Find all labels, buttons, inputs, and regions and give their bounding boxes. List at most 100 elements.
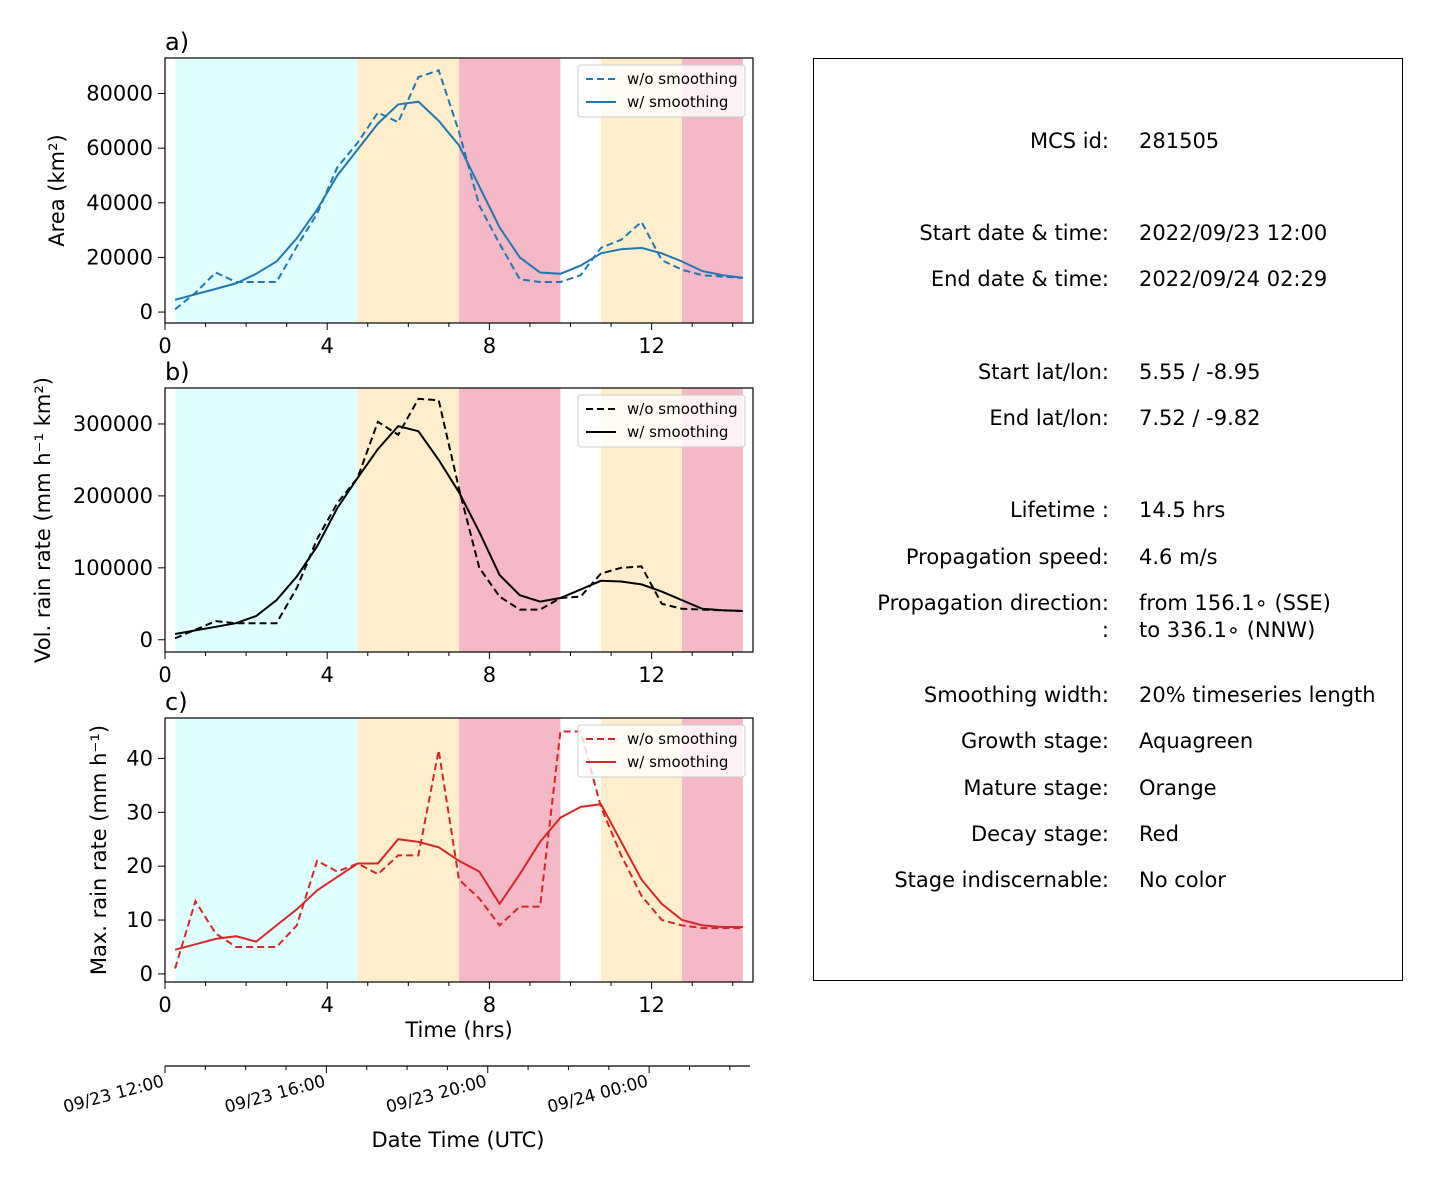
info-value: No color	[1139, 868, 1226, 892]
y-tick-label: 10	[126, 908, 153, 932]
legend-label: w/ smoothing	[627, 93, 728, 111]
x-tick-label: 12	[638, 334, 665, 358]
x-tick-label: 8	[483, 663, 496, 687]
x-axis-label: Time (hrs)	[404, 1018, 512, 1042]
legend-box	[577, 64, 746, 118]
x-tick-label: 4	[321, 334, 334, 358]
legend-label: w/o smoothing	[627, 400, 738, 418]
panel-label: b)	[165, 358, 190, 386]
y-tick-label: 200000	[73, 484, 153, 508]
x-tick-label: 0	[158, 334, 171, 358]
y-tick-label: 40000	[86, 191, 153, 215]
info-label: End lat/lon:	[989, 406, 1109, 430]
legend-label: w/o smoothing	[627, 730, 738, 748]
info-row: End lat/lon: 7.52 / -9.82	[814, 406, 1404, 436]
x-tick-label: 12	[638, 663, 665, 687]
date-tick-label: 09/23 12:00	[61, 1072, 166, 1118]
date-tick-label: 09/23 16:00	[223, 1072, 328, 1118]
y-tick-label: 0	[140, 628, 153, 652]
y-axis-label: Vol. rain rate (mm h⁻¹ km²)	[31, 377, 55, 663]
info-value: Orange	[1139, 776, 1217, 800]
info-label: Propagation direction:	[877, 591, 1109, 615]
legend-label: w/o smoothing	[627, 70, 738, 88]
date-tick-label: 09/24 00:00	[545, 1072, 650, 1118]
stage-band-growth	[175, 58, 358, 323]
info-row: Growth stage: Aquagreen	[814, 729, 1404, 759]
info-row: Propagation direction: from 156.1∘ (SSE)	[814, 591, 1404, 621]
y-tick-label: 40	[126, 746, 153, 770]
stage-band-mature	[357, 388, 459, 652]
y-tick-label: 60000	[86, 136, 153, 160]
y-tick-label: 0	[140, 962, 153, 986]
info-row: MCS id: 281505	[814, 129, 1404, 159]
info-value: 2022/09/23 12:00	[1139, 221, 1328, 245]
series-line-smoothed	[174, 424, 743, 635]
info-row: Decay stage: Red	[814, 822, 1404, 852]
stage-band-growth	[175, 718, 358, 982]
series-line-raw	[174, 69, 743, 311]
info-label: Stage indiscernable:	[894, 868, 1109, 892]
info-row: Propagation speed: 4.6 m/s	[814, 545, 1404, 575]
info-value: Aquagreen	[1139, 729, 1254, 753]
legend-label: w/ smoothing	[627, 423, 728, 441]
info-value: to 336.1∘ (NNW)	[1139, 618, 1316, 642]
stage-band-decay	[459, 718, 561, 982]
info-label: Mature stage:	[963, 776, 1109, 800]
series-line-smoothed	[174, 100, 744, 301]
info-row: Stage indiscernable: No color	[814, 868, 1404, 898]
y-tick-label: 300000	[73, 412, 153, 436]
info-row: Lifetime : 14.5 hrs	[814, 498, 1404, 528]
info-label: Propagation speed:	[905, 545, 1109, 569]
y-tick-label: 0	[140, 300, 153, 324]
x-tick-label: 0	[158, 993, 171, 1017]
info-row: Start lat/lon: 5.55 / -8.95	[814, 360, 1404, 390]
info-label: End date & time:	[930, 267, 1109, 291]
x-tick-label: 4	[321, 993, 334, 1017]
axes-frame	[164, 57, 754, 324]
x-tick-label: 12	[638, 993, 665, 1017]
info-label: Decay stage:	[971, 822, 1109, 846]
info-value: from 156.1∘ (SSE)	[1139, 591, 1331, 615]
y-tick-label: 20000	[86, 245, 153, 269]
y-axis-label: Area (km²)	[45, 134, 69, 246]
info-value: 281505	[1139, 129, 1220, 153]
info-row: Start date & time: 2022/09/23 12:00	[814, 221, 1404, 251]
y-tick-label: 100000	[73, 556, 153, 580]
info-label: Start lat/lon:	[977, 360, 1109, 384]
axes-frame	[164, 387, 754, 653]
date-axis-label: Date Time (UTC)	[372, 1128, 545, 1152]
series-line-smoothed	[174, 803, 743, 951]
info-value: 14.5 hrs	[1139, 498, 1226, 522]
info-row: End date & time: 2022/09/24 02:29	[814, 267, 1404, 297]
info-value: 7.52 / -9.82	[1139, 406, 1261, 430]
info-value: 5.55 / -8.95	[1139, 360, 1261, 384]
info-label: Lifetime :	[1009, 498, 1109, 522]
axes-frame	[164, 717, 754, 983]
x-tick-label: 4	[321, 663, 334, 687]
y-tick-label: 80000	[86, 82, 153, 106]
info-row: Mature stage: Orange	[814, 776, 1404, 806]
info-label: Growth stage:	[960, 729, 1109, 753]
info-label: :	[1101, 618, 1109, 642]
series-line-raw	[174, 730, 743, 969]
info-label: MCS id:	[1029, 129, 1109, 153]
legend-box	[577, 724, 746, 778]
y-tick-label: 30	[126, 800, 153, 824]
info-label: Smoothing width:	[923, 683, 1109, 707]
info-row: : to 336.1∘ (NNW)	[814, 618, 1404, 648]
panel-label: c)	[165, 688, 188, 716]
y-tick-label: 20	[126, 854, 153, 878]
mcs-info-box: MCS id: 281505 Start date & time: 2022/09/2…	[813, 58, 1403, 981]
panel-label: a)	[165, 28, 189, 56]
date-tick-label: 09/23 20:00	[384, 1072, 489, 1118]
info-value: 2022/09/24 02:29	[1139, 267, 1328, 291]
info-label: Start date & time:	[919, 221, 1109, 245]
info-row: Smoothing width: 20% timeseries length	[814, 683, 1404, 713]
y-axis-label: Max. rain rate (mm h⁻¹)	[87, 725, 111, 975]
x-tick-label: 8	[483, 334, 496, 358]
legend-label: w/ smoothing	[627, 753, 728, 771]
info-value: 4.6 m/s	[1139, 545, 1218, 569]
info-value: Red	[1139, 822, 1179, 846]
x-tick-label: 0	[158, 663, 171, 687]
